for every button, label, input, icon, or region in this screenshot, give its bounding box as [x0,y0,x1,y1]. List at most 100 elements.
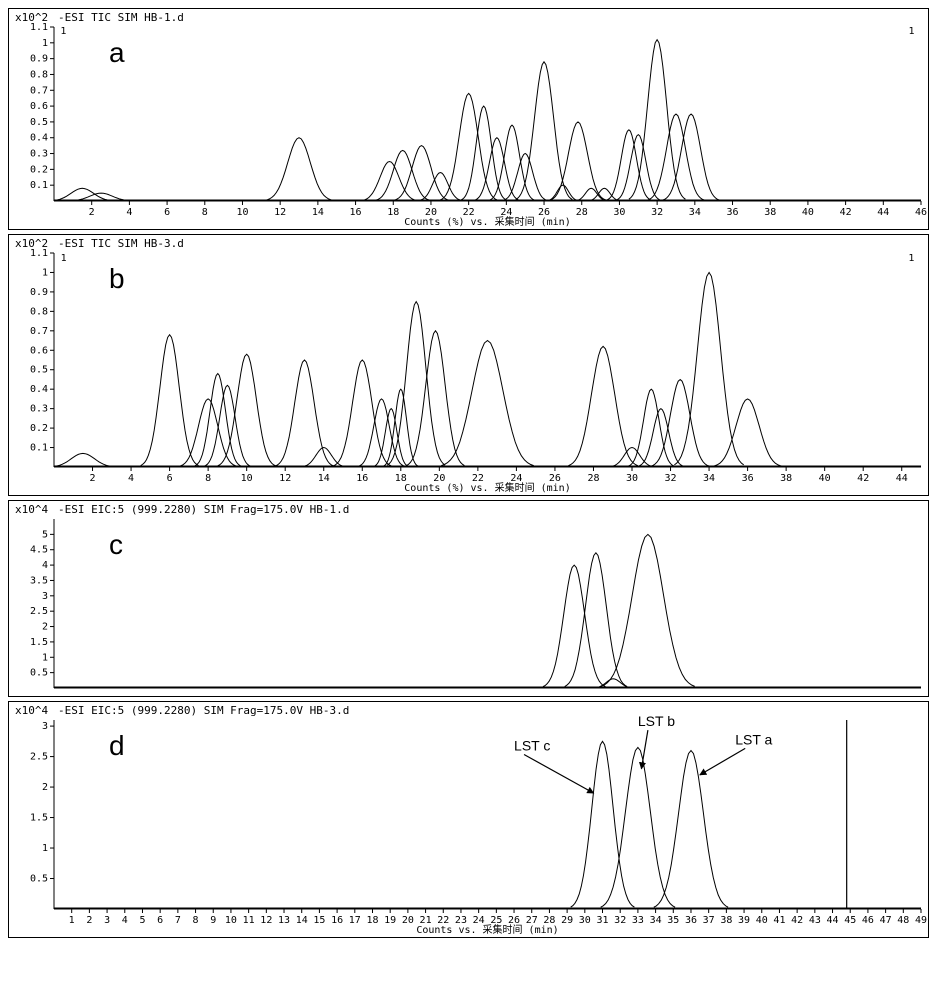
xtick: 11 [243,915,255,926]
xtick: 12 [260,915,272,926]
xtick: 4 [128,473,134,484]
xtick: 37 [703,915,715,926]
annotation-arrow [524,754,594,793]
xtick: 18 [387,207,399,218]
xtick: 8 [205,473,211,484]
ytick: 4 [42,560,48,571]
panel-letter: d [109,730,125,761]
ytick: 0.1 [30,443,48,454]
xtick: 35 [667,915,679,926]
ytick: 3 [42,721,48,732]
peak [358,399,404,466]
xtick: 30 [626,473,638,484]
xtick: 42 [791,915,803,926]
xtick: 6 [164,207,170,218]
annotation-arrow [700,748,745,774]
marker: 1 [61,253,67,264]
ytick: 1.1 [30,248,48,259]
peak [265,138,333,201]
xtick: 32 [614,915,626,926]
panel-b: -ESI TIC SIM HB-3.dx10^2b0.10.20.30.40.5… [8,234,929,496]
xtick: 1 [69,915,75,926]
xtick: 30 [613,207,625,218]
xtick: 16 [331,915,343,926]
peak [543,565,605,687]
chart-svg-b: -ESI TIC SIM HB-3.dx10^2b0.10.20.30.40.5… [9,235,929,495]
xtick: 19 [384,915,396,926]
ytick: 0.6 [30,101,48,112]
peak [418,173,463,201]
peak [440,93,497,199]
xtick: 17 [349,915,361,926]
xtick: 28 [587,473,599,484]
ytick: 1.5 [30,813,48,824]
chart-svg-c: -ESI EIC:5 (999.2280) SIM Frag=175.0V HB… [9,501,929,696]
peak [550,122,607,200]
xtick: 30 [579,915,591,926]
peak [638,409,684,467]
xtick: 10 [241,473,253,484]
xtick: 36 [685,915,697,926]
xtick: 33 [632,915,644,926]
xtick: 9 [210,915,216,926]
peak [629,40,686,200]
peak [301,448,347,467]
xtick: 49 [915,915,927,926]
y-exponent: x10^4 [15,503,48,516]
ytick: 0.9 [30,287,48,298]
chart-svg-d: -ESI EIC:5 (999.2280) SIM Frag=175.0V HB… [9,702,929,937]
panel-letter: b [109,263,125,294]
panel-title: -ESI TIC SIM HB-3.d [58,237,184,250]
xtick: 15 [313,915,325,926]
xtick: 45 [844,915,856,926]
annotation-label: LST b [638,713,675,729]
ytick: 0.7 [30,326,48,337]
xtick: 8 [202,207,208,218]
xtick: 12 [274,207,286,218]
xtick: 40 [802,207,814,218]
xtick: 38 [764,207,776,218]
xtick: 34 [703,473,715,484]
panel-title: -ESI EIC:5 (999.2280) SIM Frag=175.0V HB… [58,704,349,717]
peak [387,302,445,466]
panel-title: -ESI TIC SIM HB-1.d [58,11,184,24]
ytick: 2 [42,622,48,633]
ytick: 4.5 [30,545,48,556]
ytick: 3 [42,591,48,602]
panel-d: -ESI EIC:5 (999.2280) SIM Frag=175.0V HB… [8,701,929,938]
ytick: 0.5 [30,365,48,376]
xtick: 40 [819,473,831,484]
ytick: 0.8 [30,69,48,80]
xtick: 4 [122,915,128,926]
marker: 1 [909,26,915,37]
annotation-label: LST a [735,731,772,747]
xtick: 3 [104,915,110,926]
ytick: 1 [42,38,48,49]
ytick: 1 [42,843,48,854]
ytick: 1 [42,652,48,663]
panel-letter: c [109,529,123,560]
ytick: 0.8 [30,306,48,317]
ytick: 0.9 [30,54,48,65]
xtick: 10 [236,207,248,218]
xtick: 32 [651,207,663,218]
xtick: 34 [650,915,662,926]
ytick: 2 [42,782,48,793]
ytick: 2.5 [30,606,48,617]
xlabel: Counts (%) vs. 采集时间 (min) [404,215,570,228]
peak [141,335,199,466]
chart-svg-a: -ESI TIC SIM HB-1.dx10^2a0.10.20.30.40.5… [9,9,929,229]
xtick: 46 [862,915,874,926]
xtick: 43 [809,915,821,926]
xtick: 44 [896,473,908,484]
xtick: 44 [877,207,889,218]
xtick: 38 [780,473,792,484]
xtick: 46 [915,207,927,218]
xtick: 38 [720,915,732,926]
xtick: 36 [726,207,738,218]
xtick: 6 [157,915,163,926]
ytick: 0.5 [30,668,48,679]
peak [663,114,720,200]
ytick: 0.1 [30,180,48,191]
peak [606,130,651,200]
